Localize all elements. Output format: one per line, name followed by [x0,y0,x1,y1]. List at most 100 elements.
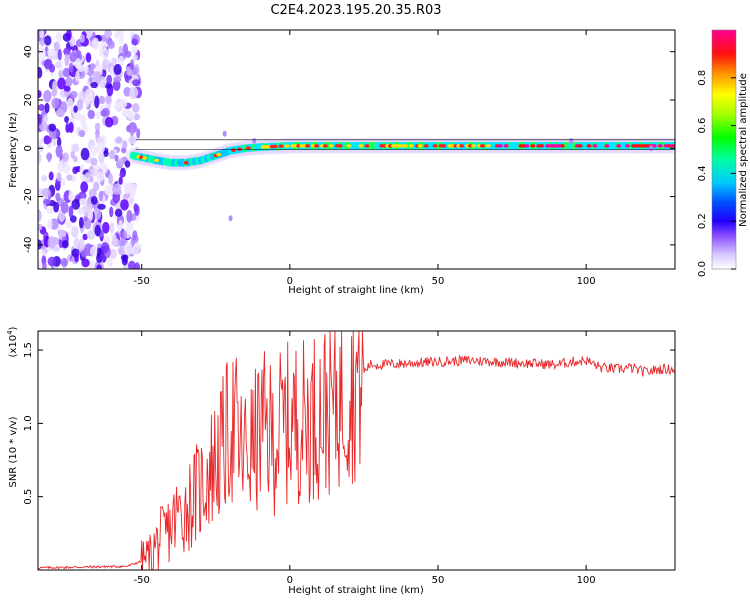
noise-blob [130,45,138,54]
noise-blob [43,58,53,70]
noise-blob [51,97,60,109]
noise-blob [118,176,123,185]
noise-blob [111,57,118,65]
ridge-core [142,156,148,160]
noise-blob [95,111,101,120]
noise-blob [70,150,75,159]
noise-blob [126,68,133,76]
noise-blob [127,110,136,120]
snr-multiplier-base: (x10 [8,335,19,358]
noise-blob [128,135,137,145]
noise-blob [96,253,104,264]
noise-blob [47,48,56,57]
spectrogram-y-tick-label: -20 [23,188,34,204]
noise-blob [48,171,54,181]
ridge-core [577,144,583,148]
spectrogram-y-tick-label: 20 [23,94,34,107]
noise-blob [104,116,114,128]
noise-blob [90,157,98,166]
noise-blob [79,34,85,44]
snr-x-tick-label: 100 [577,575,596,586]
stray-blob [252,138,257,145]
noise-blob [38,103,45,111]
ridge-core [278,144,284,149]
noise-blob [98,190,104,202]
ridge-core [479,144,485,148]
noise-blob [106,103,112,111]
noise-blob [74,253,79,263]
noise-blob [70,90,78,99]
noise-blob [117,246,126,256]
snr-y-ticks: 0.5 1.0 1.5 [23,342,675,505]
noise-blob [90,81,98,89]
noise-blob [65,76,73,87]
noise-blob [38,46,45,54]
ridge-core [272,144,278,149]
colorbar-gradient [712,30,736,269]
noise-blob [113,63,122,75]
noise-blob [57,77,66,90]
noise-blob [129,197,134,204]
ridge-core [497,144,503,148]
noise-blob [99,40,107,52]
ridge-core [216,152,222,157]
noise-blob [42,262,47,269]
svg-text:(x104): (x104) [6,326,19,357]
noise-blob [126,209,133,223]
noise-blob [119,99,128,108]
ridge-core [503,144,509,148]
colorbar-tick-label: 0.8 [697,70,708,86]
ridge-core [245,146,251,150]
noise-blob [53,41,60,51]
snr-x-tick-label: 0 [287,575,293,586]
noise-blob [98,96,106,105]
snr-multiplier: (x104) [6,326,19,357]
spectrogram-x-tick-label: 0 [287,276,293,287]
noise-blob [88,260,95,269]
noise-blob [82,233,88,241]
noise-blob [38,223,43,231]
snr-y-label: SNR (10 * v/v) [8,416,19,487]
stray-blob [569,138,574,145]
noise-blob [136,128,141,139]
noise-blob [78,207,85,215]
snr-multiplier-close: ) [8,326,19,330]
ridge-core [402,144,408,148]
noise-blob [81,258,90,268]
colorbar-tick-label: 0.6 [697,118,708,134]
noise-blob [94,95,100,109]
noise-blob [114,154,119,162]
ridge-core [471,144,477,148]
noise-blob [76,98,84,111]
ridge-core [408,144,414,148]
noise-blob [62,152,70,162]
ridge-core [625,144,631,148]
ridge-core [305,144,311,148]
noise-blob [43,89,52,103]
noise-blob [100,109,108,117]
noise-blob [96,264,102,269]
noise-blob [46,207,55,214]
noise-blob [128,260,136,269]
noise-blob [122,193,130,200]
spectrogram-frame [37,29,676,270]
colorbar-tick-label: 0.2 [697,213,708,229]
noise-blob [109,222,115,234]
ridge-core [337,144,343,148]
noise-blob [109,206,114,218]
spectrogram-x-ticks: -50 0 50 100 [134,30,596,287]
noise-blob [111,237,119,247]
noise-blob [106,74,113,85]
noise-blob [80,147,90,161]
noise-blob [75,70,80,82]
noise-blob [132,230,138,241]
noise-blob [115,136,123,144]
spectrogram-y-ticks: -40 -20 0 20 40 [23,45,675,253]
noise-blob [102,150,109,158]
ridge-core [417,144,423,148]
ridge-core [672,144,675,148]
noise-blob [89,144,98,156]
snr-y-tick-label: 1.5 [23,342,34,358]
snr-marks [38,331,675,570]
